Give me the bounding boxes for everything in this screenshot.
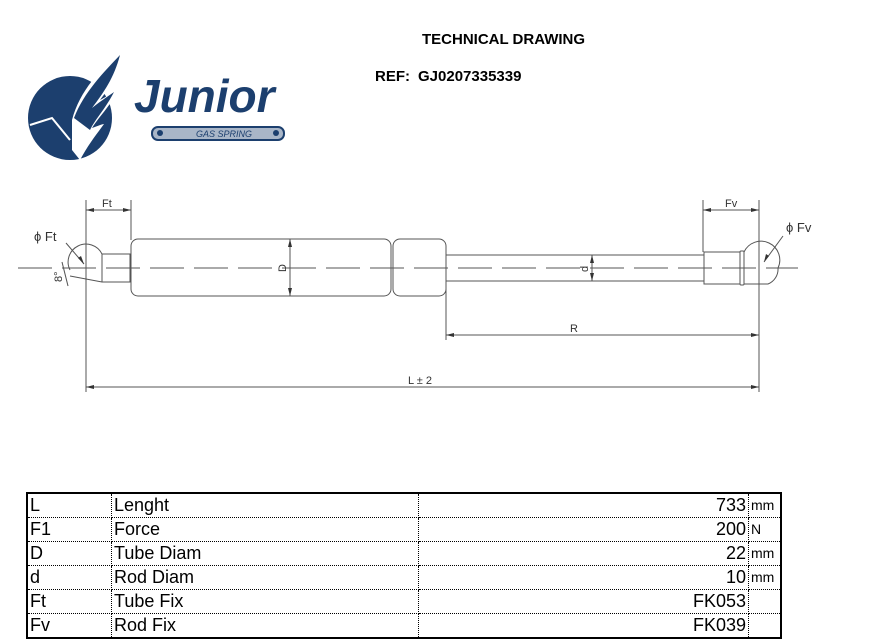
logo-tagline: GAS SPRING [196, 129, 252, 139]
spec-name: Lenght [111, 493, 419, 518]
ref-label: REF: [375, 68, 410, 85]
tube-diam-label: D [277, 264, 289, 272]
spec-value: FK039 [418, 613, 749, 639]
angle-label: 8° [53, 271, 65, 282]
ft-label: Ft [102, 198, 112, 210]
spec-code: L [27, 493, 112, 518]
spec-code: Ft [27, 589, 112, 614]
spec-name: Tube Fix [111, 589, 419, 614]
spec-unit: mm [748, 541, 782, 566]
tube-fitting [67, 243, 131, 283]
spec-unit: mm [748, 565, 782, 590]
spec-value: 10 [418, 565, 749, 590]
spec-row: d Rod Diam 10 mm [27, 565, 782, 590]
spec-value: FK053 [418, 589, 749, 614]
spec-row: Ft Tube Fix FK053 [27, 589, 782, 614]
spec-code: Fv [27, 613, 112, 639]
spec-name: Force [111, 517, 419, 542]
spec-unit: mm [748, 493, 782, 518]
spec-code: F1 [27, 517, 112, 542]
spec-row: F1 Force 200 N [27, 517, 782, 542]
spec-row: D Tube Diam 22 mm [27, 541, 782, 566]
spec-unit [748, 613, 782, 639]
spec-unit [748, 589, 782, 614]
spec-name: Tube Diam [111, 541, 419, 566]
spec-code: d [27, 565, 112, 590]
stroke-label: R [570, 323, 578, 335]
spec-unit: N [748, 517, 782, 542]
spec-value: 22 [418, 541, 749, 566]
spec-row: Fv Rod Fix FK039 [27, 613, 782, 639]
spec-name: Rod Fix [111, 613, 419, 639]
specs-table: L Lenght 733 mm F1 Force 200 N D Tube Diam 22 mm d Ro… [26, 492, 782, 639]
page-title: TECHNICAL DRAWING [422, 31, 586, 48]
junior-logo: Junior GAS SPRING [28, 50, 285, 160]
fv-label: Fv [725, 198, 738, 210]
reference: REF: GJ0207335339 [375, 68, 529, 85]
spec-name: Rod Diam [111, 565, 419, 590]
phi-fv-label: ϕ Fv [786, 220, 812, 235]
length-label: L ± 2 [408, 375, 432, 387]
ref-value: GJ0207335339 [418, 68, 522, 85]
spec-code: D [27, 541, 112, 566]
logo-brand: Junior [134, 70, 277, 122]
spec-row: L Lenght 733 mm [27, 493, 782, 518]
rod-diam-label: d [579, 266, 591, 272]
phi-ft-label: ϕ Ft [34, 229, 57, 244]
spec-value: 733 [418, 493, 749, 518]
spec-value: 200 [418, 517, 749, 542]
